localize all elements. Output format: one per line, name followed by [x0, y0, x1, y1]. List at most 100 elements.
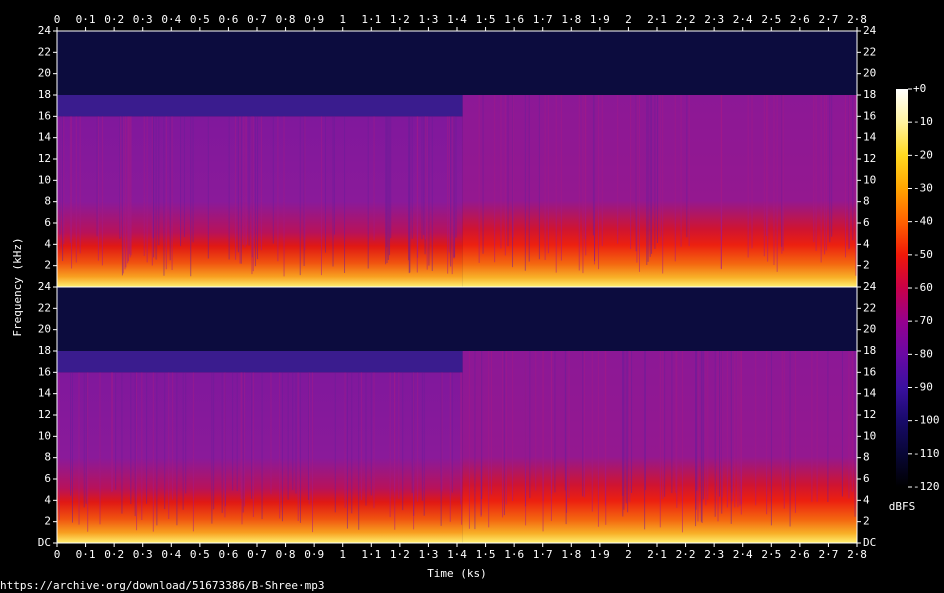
y-tick-label: 22	[38, 45, 51, 58]
x-tick-label: 0·6	[218, 13, 238, 26]
y-tick-label: 12	[38, 408, 51, 421]
x-tick-label: 0·5	[190, 548, 210, 561]
x-tick-label: 0·4	[161, 13, 181, 26]
x-tick-label: 2·8	[847, 548, 867, 561]
x-tick-label: 1·3	[418, 13, 438, 26]
y-tick-label: 8	[44, 195, 51, 208]
y-tick-label: 20	[38, 67, 51, 80]
y-tick-label-right: DC	[863, 536, 876, 549]
y-tick-label: 6	[44, 472, 51, 485]
y-tick-label: 22	[38, 301, 51, 314]
x-tick-label: 1·3	[418, 548, 438, 561]
x-tick-label: 1·1	[361, 13, 381, 26]
body-left	[57, 372, 463, 543]
y-tick-label-right: 20	[863, 67, 876, 80]
x-tick-label: 2·3	[704, 548, 724, 561]
x-tick-label: 0·7	[247, 13, 267, 26]
colorbar-tick-label: -100	[913, 414, 940, 427]
colorbar-tick-label: +0	[913, 82, 926, 95]
colorbar-tick-label: -50	[913, 248, 933, 261]
colorbar-tick-label: -70	[913, 314, 933, 327]
band-left	[57, 95, 463, 117]
x-tick-label: 2·1	[647, 548, 667, 561]
x-tick-label: 1·6	[504, 13, 524, 26]
y-tick-label-right: 10	[863, 173, 876, 186]
y-tick-label-right: 22	[863, 45, 876, 58]
x-tick-label: 2·3	[704, 13, 724, 26]
y-tick-label-right: 24	[863, 280, 877, 293]
x-tick-label: 1·2	[390, 548, 410, 561]
y-tick-label-right: 8	[863, 195, 870, 208]
y-tick-label-right: 18	[863, 88, 876, 101]
x-tick-label: 0·2	[104, 548, 124, 561]
y-tick-label: 16	[38, 365, 51, 378]
x-tick-label: 2·2	[676, 548, 696, 561]
x-tick-label: 2·6	[790, 548, 810, 561]
x-tick-label: 1·4	[447, 13, 467, 26]
y-tick-label: 20	[38, 323, 51, 336]
y-tick-label-right: 4	[863, 493, 870, 506]
y-tick-label: 4	[44, 237, 51, 250]
colorbar-tick-label: -30	[913, 182, 933, 195]
x-tick-label: 0	[54, 13, 61, 26]
x-tick-label: 0·8	[276, 13, 296, 26]
y-tick-label: 6	[44, 216, 51, 229]
y-tick-label-right: 16	[863, 365, 876, 378]
x-tick-label: 0·5	[190, 13, 210, 26]
x-tick-label: 1·2	[390, 13, 410, 26]
x-tick-label: 0·7	[247, 548, 267, 561]
y-tick-label-right: 4	[863, 237, 870, 250]
y-tick-label: 2	[44, 515, 51, 528]
colorbar-tick-label: -20	[913, 148, 933, 161]
y-tick-label-right: 2	[863, 259, 870, 272]
x-tick-label: 0·1	[76, 548, 96, 561]
y-tick-label: 14	[38, 131, 52, 144]
y-tick-label: 16	[38, 109, 51, 122]
x-tick-label: 1·8	[561, 548, 581, 561]
y-tick-label-right: 2	[863, 515, 870, 528]
colorbar-tick-label: -110	[913, 447, 940, 460]
colorbar-title: dBFS	[889, 500, 916, 513]
x-tick-label: 2·7	[818, 548, 838, 561]
x-tick-label: 1·7	[533, 548, 553, 561]
y-tick-label-right: 12	[863, 152, 876, 165]
x-tick-label: 0·8	[276, 548, 296, 561]
x-tick-label: 2·7	[818, 13, 838, 26]
x-axis-label: Time (ks)	[427, 567, 487, 580]
x-tick-label: 2·1	[647, 13, 667, 26]
y-tick-label-right: 6	[863, 472, 870, 485]
x-tick-label: 2	[625, 13, 632, 26]
y-tick-label: DC	[38, 536, 51, 549]
y-tick-label-right: 24	[863, 24, 877, 37]
y-tick-label-right: 6	[863, 216, 870, 229]
y-tick-label: 18	[38, 88, 51, 101]
y-tick-label: 10	[38, 429, 51, 442]
colorbar-tick-label: -40	[913, 215, 933, 228]
x-tick-label: 2·6	[790, 13, 810, 26]
y-tick-label-right: 20	[863, 323, 876, 336]
y-axis-label: Frequency (kHz)	[11, 237, 24, 336]
x-tick-label: 2·8	[847, 13, 867, 26]
colorbar-tick-label: -10	[913, 115, 933, 128]
x-tick-label: 2·4	[733, 548, 753, 561]
colorbar	[896, 89, 908, 487]
x-tick-label: 0·4	[161, 548, 181, 561]
y-tick-label: 4	[44, 493, 51, 506]
x-tick-label: 1·6	[504, 548, 524, 561]
y-tick-label: 10	[38, 173, 51, 186]
x-tick-label: 0·9	[304, 548, 324, 561]
y-tick-label-right: 14	[863, 131, 877, 144]
x-tick-label: 1·4	[447, 548, 467, 561]
x-tick-label: 2·5	[761, 13, 781, 26]
x-tick-label: 1·7	[533, 13, 553, 26]
colorbar-tick-label: -90	[913, 381, 933, 394]
x-tick-label: 1	[339, 13, 346, 26]
x-tick-label: 0·1	[76, 13, 96, 26]
y-tick-label-right: 16	[863, 109, 876, 122]
y-tick-label-right: 12	[863, 408, 876, 421]
x-tick-label: 2·4	[733, 13, 753, 26]
x-tick-label: 0·9	[304, 13, 324, 26]
x-tick-label: 1·9	[590, 548, 610, 561]
x-tick-label: 0·3	[133, 548, 153, 561]
footer-url: https://archive·org/download/51673386/B-…	[0, 579, 325, 592]
